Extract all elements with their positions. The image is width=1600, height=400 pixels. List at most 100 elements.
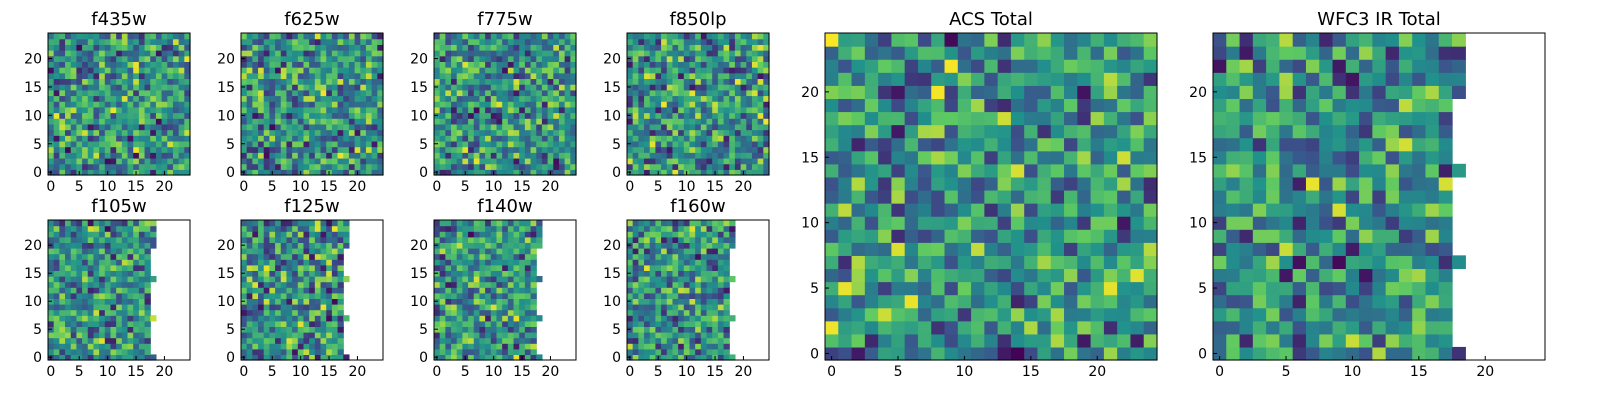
heatmap-cell — [99, 118, 106, 125]
heatmap-cell — [59, 236, 66, 243]
heatmap-cell — [838, 307, 853, 322]
heatmap-cell — [93, 129, 100, 136]
heatmap-cell — [524, 236, 532, 243]
heatmap-cell — [258, 287, 265, 294]
heatmap-cell — [59, 298, 66, 305]
heatmap-cell — [740, 101, 747, 108]
heatmap-cell — [303, 67, 310, 74]
heatmap-cell — [666, 287, 674, 294]
heatmap-cell — [746, 61, 753, 68]
heatmap-cell — [712, 61, 719, 68]
heatmap-cell — [751, 67, 759, 74]
heatmap-cell — [104, 259, 112, 266]
heatmap-cell — [683, 72, 691, 80]
heatmap-cell — [558, 38, 566, 45]
x-tick-label: 20 — [735, 364, 753, 380]
heatmap-cell — [280, 106, 288, 114]
heatmap-cell — [984, 189, 999, 204]
heatmap-cell — [757, 84, 764, 91]
heatmap-cell — [695, 292, 702, 299]
heatmap-cell — [547, 152, 554, 159]
heatmap-cell — [309, 95, 316, 102]
heatmap-cell — [303, 225, 310, 232]
heatmap-cell — [314, 281, 322, 288]
heatmap-cell — [706, 44, 713, 51]
y-tick-label: 15 — [217, 266, 235, 282]
heatmap-cell — [337, 135, 344, 142]
heatmap-cell — [337, 44, 344, 51]
heatmap-cell — [82, 287, 89, 294]
heatmap-cell — [666, 354, 674, 361]
heatmap-cell — [280, 95, 288, 102]
heatmap-cell — [59, 242, 66, 249]
heatmap-cell — [971, 163, 985, 178]
heatmap-cell — [150, 101, 157, 108]
heatmap-cell — [87, 55, 95, 62]
heatmap-cell — [127, 61, 134, 68]
heatmap-cell — [309, 152, 316, 159]
heatmap-cell — [337, 67, 344, 74]
heatmap-cell — [541, 72, 549, 80]
heatmap-cell — [286, 231, 293, 238]
heatmap-cell — [275, 106, 282, 114]
heatmap-cell — [547, 112, 554, 119]
heatmap-cell — [485, 44, 492, 51]
heatmap-cell — [331, 259, 339, 266]
heatmap-cell — [297, 89, 305, 97]
heatmap-cell — [280, 152, 288, 159]
heatmap-cell — [689, 225, 696, 232]
heatmap-cell — [104, 292, 112, 299]
heatmap-cell — [252, 287, 259, 294]
heatmap-cell — [553, 140, 560, 148]
heatmap-cell — [490, 146, 498, 153]
heatmap-cell — [309, 106, 316, 114]
heatmap-cell — [661, 281, 668, 288]
heatmap-cell — [717, 33, 725, 40]
heatmap-cell — [184, 129, 191, 136]
panel-title: f140w — [477, 196, 532, 217]
heatmap-cell — [292, 101, 299, 108]
heatmap-cell — [917, 124, 932, 139]
heatmap-cell — [1143, 124, 1158, 139]
heatmap-cell — [93, 348, 100, 355]
heatmap-cell — [746, 152, 753, 159]
heatmap-cell — [649, 276, 656, 283]
heatmap-cell — [59, 61, 66, 68]
heatmap-cell — [53, 309, 60, 316]
heatmap-cell — [502, 264, 509, 271]
heatmap-cell — [513, 236, 520, 243]
heatmap-cell — [462, 67, 469, 74]
heatmap-cell — [502, 55, 509, 62]
heatmap-cell — [638, 320, 645, 327]
heatmap-cell — [519, 33, 526, 40]
heatmap-cell — [76, 270, 83, 277]
heatmap-cell — [76, 146, 83, 153]
heatmap-cell — [133, 157, 140, 165]
heatmap-cell — [246, 337, 253, 344]
heatmap-cell — [110, 106, 117, 114]
heatmap-cell — [434, 146, 441, 153]
heatmap-cell — [377, 101, 384, 108]
heatmap-cell — [65, 320, 72, 327]
heatmap-cell — [496, 118, 503, 125]
heatmap-cell — [303, 315, 310, 322]
heatmap-cell — [627, 123, 634, 131]
heatmap-cell — [286, 152, 293, 159]
heatmap-cell — [666, 129, 674, 136]
heatmap-cell — [53, 354, 60, 361]
heatmap-cell — [683, 135, 691, 142]
heatmap-cell — [655, 84, 662, 91]
heatmap-cell — [655, 281, 662, 288]
heatmap-cell — [65, 152, 72, 159]
heatmap-cell — [1090, 281, 1105, 296]
heatmap-cell — [99, 270, 106, 277]
heatmap-cell — [524, 50, 532, 57]
heatmap-cell — [377, 118, 384, 125]
heatmap-cell — [87, 95, 95, 102]
heatmap-cell — [695, 44, 702, 51]
heatmap-cell — [700, 61, 708, 68]
heatmap-cell — [87, 112, 95, 119]
heatmap-cell — [558, 78, 566, 85]
heatmap-cell — [564, 112, 571, 119]
heatmap-cell — [717, 135, 725, 142]
